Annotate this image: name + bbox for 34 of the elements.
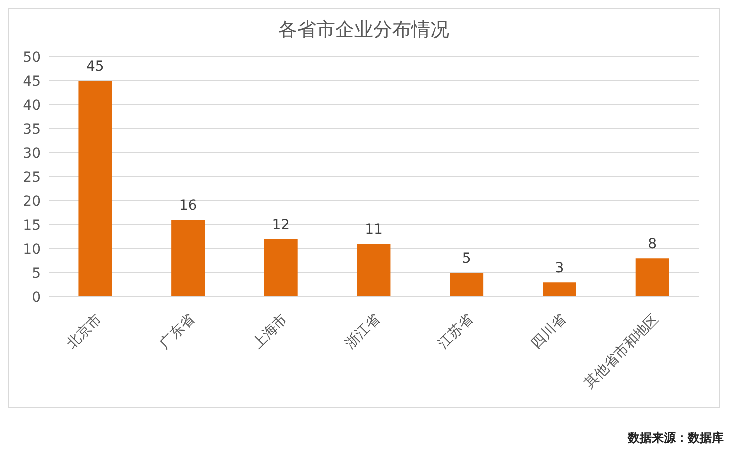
y-tick-label: 15 <box>23 218 41 234</box>
y-tick-label: 45 <box>23 74 41 90</box>
data-label: 5 <box>462 251 472 267</box>
data-label: 16 <box>179 198 198 214</box>
y-tick-label: 20 <box>23 194 41 210</box>
x-tick-label: 四川省 <box>528 311 570 352</box>
data-label: 45 <box>86 59 104 75</box>
x-tick-label: 北京市 <box>64 311 106 352</box>
bar <box>357 244 391 297</box>
x-tick-label: 广东省 <box>157 311 198 352</box>
bar <box>264 239 298 297</box>
y-tick-label: 10 <box>23 242 41 258</box>
y-tick-label: 40 <box>23 98 41 114</box>
x-tick-label: 其他省市和地区 <box>582 311 662 392</box>
y-tick-label: 0 <box>32 290 41 306</box>
y-tick-label: 5 <box>32 266 41 282</box>
y-tick-label: 30 <box>23 146 41 162</box>
data-label: 12 <box>272 217 290 234</box>
bar <box>450 273 484 297</box>
bar <box>172 220 205 297</box>
bar <box>636 258 670 297</box>
y-tick-label: 25 <box>23 170 41 186</box>
data-label: 3 <box>555 260 564 277</box>
data-label: 11 <box>365 222 383 238</box>
x-tick-label: 浙江省 <box>342 311 384 352</box>
bar <box>78 81 112 297</box>
y-tick-label: 35 <box>23 122 41 138</box>
x-tick-label: 上海市 <box>250 311 291 352</box>
chart-title: 各省市企业分布情况 <box>278 18 450 43</box>
data-label: 8 <box>648 236 658 253</box>
x-tick-label: 江苏省 <box>436 311 477 352</box>
y-tick-label: 50 <box>23 50 41 66</box>
bar <box>543 282 576 297</box>
source-note: 数据来源：数据库 <box>626 430 724 447</box>
